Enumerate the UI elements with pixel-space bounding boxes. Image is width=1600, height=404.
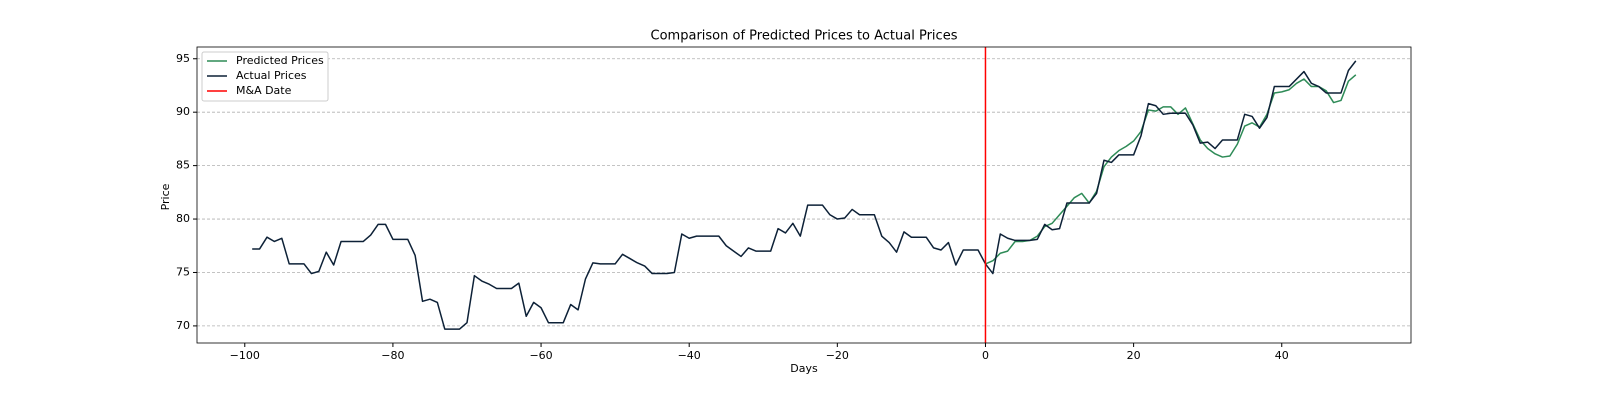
series-line <box>985 74 1357 265</box>
y-tick-label: 85 <box>176 159 190 172</box>
x-tick-label: −80 <box>381 349 404 362</box>
legend-label: Predicted Prices <box>236 54 324 67</box>
x-tick-label: 0 <box>982 349 989 362</box>
y-tick-label: 95 <box>176 52 190 65</box>
x-tick-label: 40 <box>1275 349 1289 362</box>
legend-box <box>201 51 329 102</box>
x-tick-label: −100 <box>230 349 260 362</box>
series-line <box>252 60 1357 330</box>
y-tick-label: 90 <box>176 105 190 118</box>
x-tick-label: −60 <box>529 349 552 362</box>
x-tick-label: −40 <box>678 349 701 362</box>
plot-frame <box>196 46 1412 344</box>
legend-label: Actual Prices <box>236 69 307 82</box>
y-tick-label: 75 <box>176 265 190 278</box>
x-axis-label: Days <box>790 362 818 375</box>
chart-title: Comparison of Predicted Prices to Actual… <box>651 29 958 44</box>
y-tick-label: 70 <box>176 319 190 332</box>
x-tick-label: 20 <box>1127 349 1141 362</box>
y-axis-label: Price <box>159 183 172 210</box>
y-tick-label: 80 <box>176 212 190 225</box>
legend-label: M&A Date <box>236 84 292 97</box>
x-tick-label: −20 <box>826 349 849 362</box>
